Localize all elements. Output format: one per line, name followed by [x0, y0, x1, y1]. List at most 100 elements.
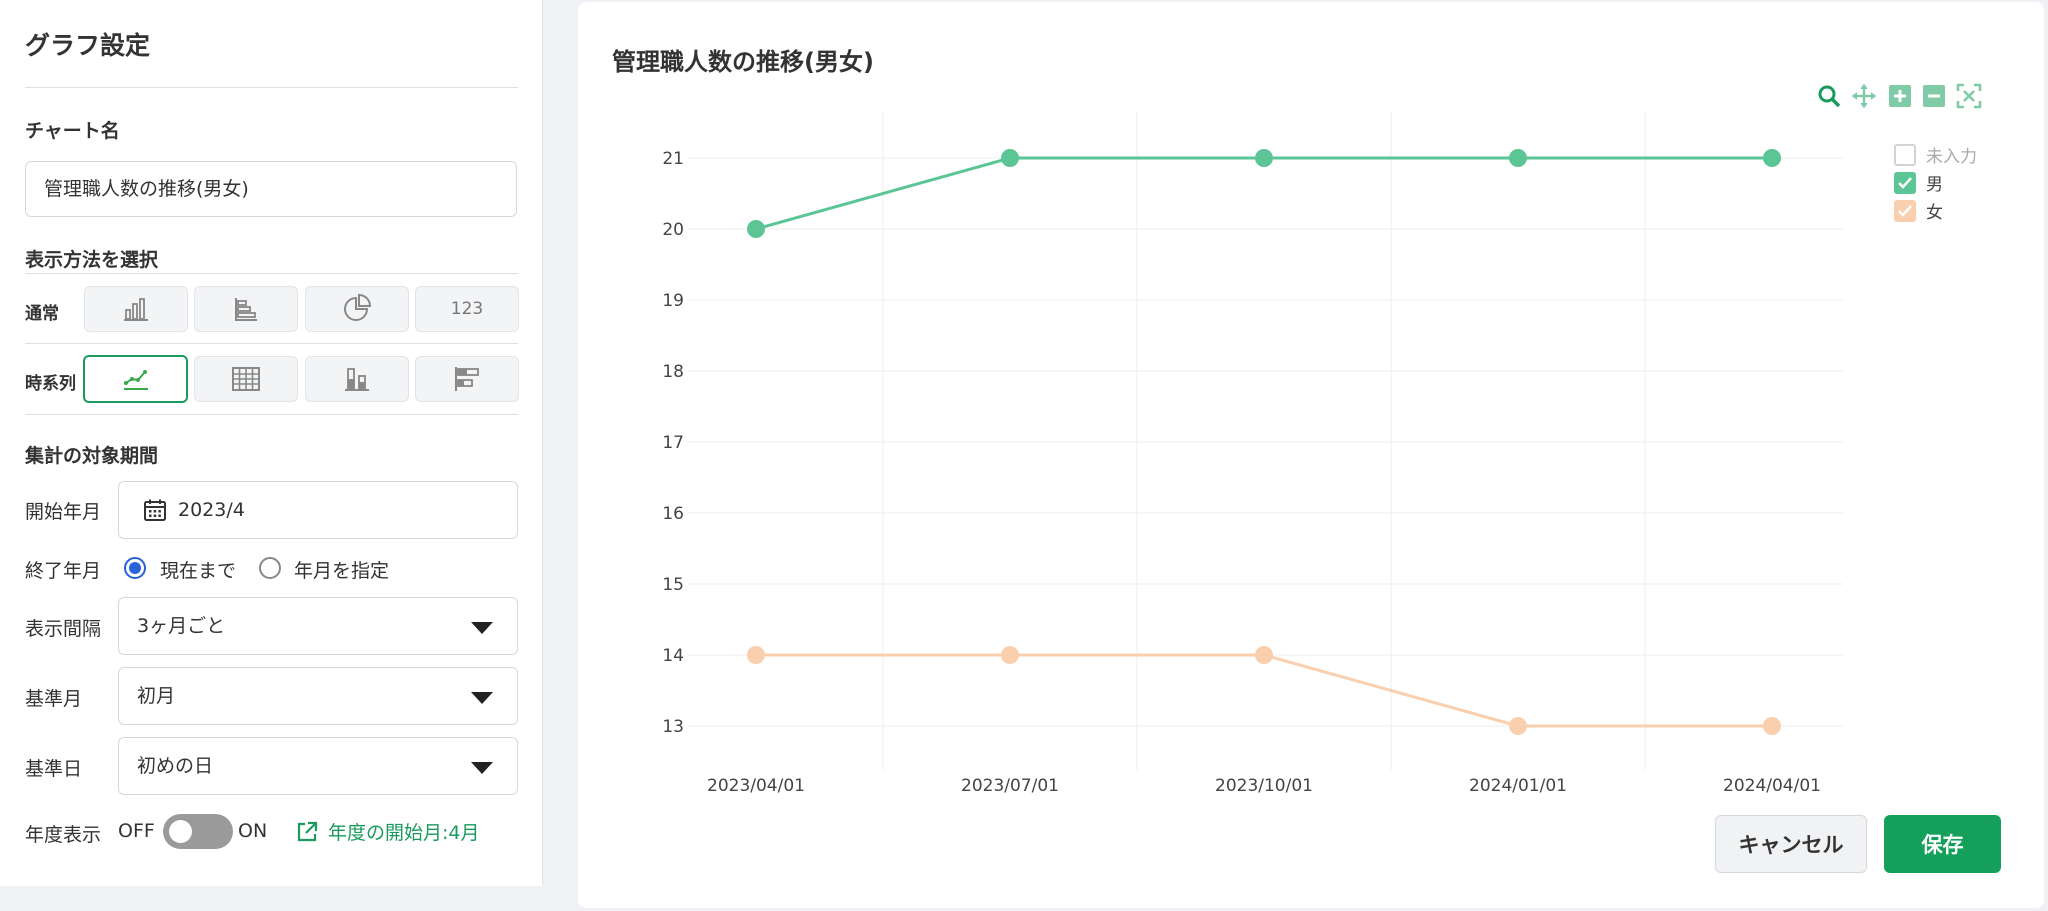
fiscal-start-link-label: 年度の開始月:4月	[328, 822, 480, 844]
checkbox-checked-icon	[1894, 199, 1916, 222]
line-chart: 13 14 15 16 17 18 19 20 21 2023/04/01 2023/07/01 20…	[662, 112, 1843, 796]
legend-item-male[interactable]: 男	[1894, 170, 1943, 195]
end-month-label: 終了年月	[25, 560, 102, 582]
end-until-now-label: 現在まで	[160, 560, 237, 582]
fiscal-year-toggle[interactable]	[163, 814, 233, 849]
normal-label: 通常	[25, 304, 59, 324]
chart-title: 管理職人数の推移(男女)	[612, 48, 874, 76]
display-method-label: 表示方法を選択	[25, 249, 159, 271]
data-point	[1001, 149, 1019, 167]
start-month-label: 開始年月	[25, 501, 102, 523]
chart-type-horizontal-bar-button[interactable]	[194, 286, 298, 332]
chart-panel: 管理職人数の推移(男女) 13 14 15 16 17 18 19 20 21 2023/04/0…	[578, 2, 2044, 908]
horizontal-stacked-bar-icon	[455, 367, 479, 391]
y-tick-label: 18	[662, 362, 684, 382]
data-point	[1509, 717, 1527, 735]
y-tick-label: 20	[662, 220, 684, 240]
data-point	[747, 646, 765, 664]
start-month-value: 2023/4	[178, 499, 245, 521]
settings-title: グラフ設定	[25, 31, 151, 60]
divider	[25, 414, 518, 415]
bar-chart-icon	[124, 298, 148, 321]
chart-type-number-button[interactable]: 123	[415, 286, 519, 332]
series-line	[755, 156, 1772, 231]
chart-type-table-button[interactable]	[194, 356, 298, 402]
y-tick-label: 21	[662, 149, 684, 169]
start-month-field[interactable]: 2023/4	[118, 481, 518, 539]
data-point	[1001, 646, 1019, 664]
line-chart-icon	[123, 370, 148, 390]
chevron-down-icon	[471, 622, 493, 634]
divider	[25, 87, 518, 88]
fiscal-year-label: 年度表示	[25, 824, 102, 846]
pan-icon[interactable]	[1850, 82, 1878, 110]
zoom-out-icon[interactable]	[1921, 82, 1947, 108]
external-link-icon	[297, 821, 318, 841]
data-point	[1763, 149, 1781, 167]
fiscal-start-link[interactable]: 年度の開始月:4月	[296, 818, 480, 845]
legend-label: 未入力	[1926, 147, 1977, 167]
divider	[25, 273, 518, 274]
horizontal-bar-icon	[235, 298, 257, 321]
chart-type-pie-button[interactable]	[305, 286, 409, 332]
y-tick-label: 19	[662, 291, 684, 311]
x-tick-label: 2023/10/01	[1215, 776, 1313, 796]
interval-value: 3ヶ月ごと	[137, 615, 226, 637]
series-line	[756, 653, 1772, 728]
base-day-value: 初めの日	[137, 755, 214, 777]
checkbox-checked-icon	[1894, 171, 1916, 194]
chevron-down-icon	[471, 692, 493, 704]
x-tick-label: 2024/01/01	[1469, 776, 1567, 796]
base-day-select[interactable]: 初めの日	[118, 737, 518, 795]
off-label: OFF	[118, 820, 155, 842]
number-icon: 123	[450, 299, 484, 319]
stacked-bar-icon	[345, 368, 369, 391]
pie-chart-icon	[344, 294, 372, 321]
chart-name-input[interactable]: 管理職人数の推移(男女)	[25, 161, 517, 217]
chevron-down-icon	[471, 762, 493, 774]
y-tick-label: 14	[662, 646, 684, 666]
x-tick-label: 2023/04/01	[707, 776, 805, 796]
legend-label: 男	[1926, 175, 1943, 195]
chart-type-line-button[interactable]	[83, 355, 188, 403]
y-tick-label: 13	[662, 717, 684, 737]
zoom-in-icon[interactable]	[1887, 82, 1913, 108]
base-month-select[interactable]: 初月	[118, 667, 518, 725]
y-tick-label: 16	[662, 504, 684, 524]
y-tick-label: 15	[662, 575, 684, 595]
legend-item-unentered[interactable]: 未入力	[1894, 142, 1977, 167]
x-tick-label: 2023/07/01	[961, 776, 1059, 796]
legend-label: 女	[1926, 203, 1943, 223]
end-specify-label: 年月を指定	[294, 560, 390, 582]
data-point	[1255, 149, 1273, 167]
legend-item-female[interactable]: 女	[1894, 198, 1943, 223]
calendar-icon	[144, 499, 166, 521]
data-point	[1509, 149, 1527, 167]
base-day-label: 基準日	[25, 758, 83, 780]
toggle-knob	[169, 820, 192, 843]
period-label: 集計の対象期間	[25, 445, 159, 467]
on-label: ON	[238, 820, 268, 842]
x-tick-label: 2024/04/01	[1723, 776, 1821, 796]
chart-type-bar-button[interactable]	[84, 286, 188, 332]
data-point	[1763, 717, 1781, 735]
data-point	[747, 220, 765, 238]
save-button[interactable]: 保存	[1884, 815, 2001, 873]
checkbox-unchecked-icon	[1894, 143, 1916, 166]
timeseries-label: 時系列	[25, 374, 76, 394]
zoom-icon[interactable]	[1815, 82, 1843, 110]
interval-select[interactable]: 3ヶ月ごと	[118, 597, 518, 655]
end-until-now-radio[interactable]	[124, 557, 146, 579]
y-tick-label: 17	[662, 433, 684, 453]
chart-type-stacked-bar-button[interactable]	[305, 356, 409, 402]
data-point	[1255, 646, 1273, 664]
base-month-value: 初月	[137, 685, 176, 707]
chart-name-label: チャート名	[25, 120, 120, 142]
interval-label: 表示間隔	[25, 618, 102, 640]
end-specify-radio[interactable]	[259, 557, 281, 579]
reset-zoom-icon[interactable]	[1955, 82, 1983, 110]
divider	[25, 343, 518, 344]
cancel-button[interactable]: キャンセル	[1715, 815, 1867, 873]
table-icon	[232, 367, 260, 391]
chart-type-horizontal-stacked-bar-button[interactable]	[415, 356, 519, 402]
